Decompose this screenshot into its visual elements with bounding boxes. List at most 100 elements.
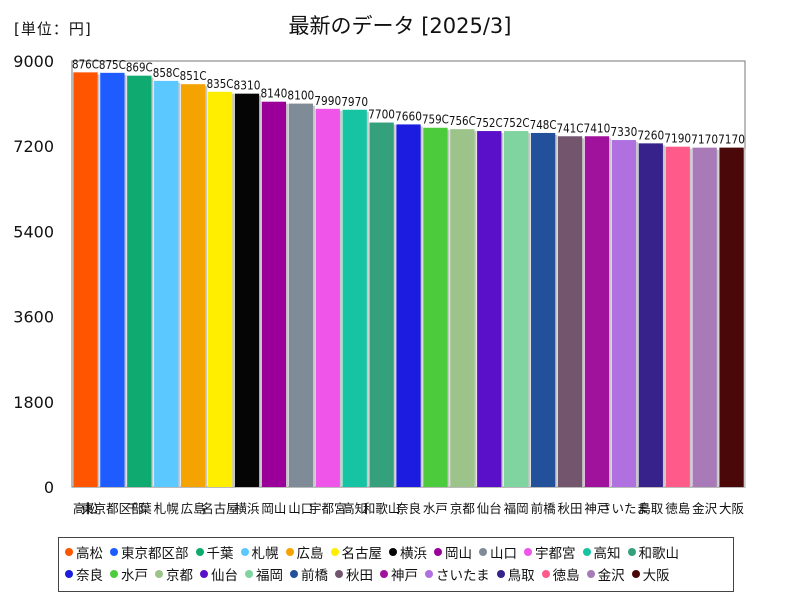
legend-label: 山口 (490, 546, 517, 562)
legend-swatch (479, 548, 487, 556)
legend: 高松 東京都区部 千葉 札幌 広島 名古屋 横浜 岡山 山口 宇都宮 高知 和歌山 奈良 水戸 京都 仙台 福… (58, 537, 734, 592)
category-label: 高松 (73, 501, 98, 516)
legend-swatch (200, 570, 208, 578)
category-label: 大阪 (719, 501, 745, 516)
legend-item: 京都 (155, 564, 193, 584)
category-label: 山口 (288, 501, 313, 516)
legend-label: 神戸 (391, 568, 418, 584)
category-label: 横浜 (234, 501, 259, 516)
legend-item: 水戸 (110, 564, 148, 584)
legend-swatch (425, 570, 433, 578)
y-tick-label: 0 (44, 478, 54, 497)
legend-swatch (290, 570, 298, 578)
legend-swatch (631, 570, 640, 578)
bar (234, 93, 260, 487)
unit-label: [単位：円] (14, 20, 92, 38)
value-label: 8310 (234, 79, 261, 93)
y-tick-label: 7200 (13, 137, 54, 156)
bar (638, 143, 663, 488)
category-label: 名古屋 (201, 501, 239, 516)
value-label: 7170 (718, 133, 745, 147)
category-label: さいたま (599, 501, 649, 516)
bar (584, 136, 610, 487)
legend-item: 千葉 (195, 542, 234, 562)
category-label: 水戸 (423, 501, 448, 516)
bar (665, 146, 690, 487)
legend-label: 金沢 (597, 568, 625, 584)
value-label: 752C (476, 116, 503, 130)
category-label: 福岡 (504, 501, 529, 516)
bar (207, 91, 233, 488)
legend-label: 仙台 (211, 568, 238, 584)
legend-item: 岡山 (434, 542, 472, 562)
bar (100, 72, 125, 487)
legend-label: 高松 (76, 546, 103, 562)
category-label: 和歌山 (363, 501, 401, 516)
bar (504, 131, 529, 487)
value-label: 752C (503, 116, 530, 130)
category-label: 岡山 (261, 501, 286, 516)
bar (557, 136, 583, 487)
category-label: 広島 (181, 501, 206, 516)
bar (180, 84, 206, 488)
bar (127, 75, 152, 487)
category-label: 金沢 (692, 501, 718, 516)
legend-item: 宇都宮 (524, 542, 576, 562)
bar (288, 103, 313, 487)
category-label: 前橋 (531, 501, 557, 516)
bar (611, 140, 637, 487)
legend-swatch (380, 570, 388, 578)
legend-label: 和歌山 (638, 546, 680, 562)
legend-label: 広島 (296, 546, 324, 562)
legend-row: 高松 東京都区部 千葉 札幌 広島 名古屋 横浜 岡山 山口 宇都宮 高知 和歌山 (65, 541, 727, 563)
value-label: 741C (557, 121, 584, 135)
legend-item: 高松 (65, 542, 103, 562)
legend-item: 前橋 (290, 564, 328, 584)
legend-item: 神戸 (380, 564, 418, 584)
legend-row: 奈良 水戸 京都 仙台 福岡 前橋 秋田 神戸 さいたま 鳥取 徳島 金沢 大阪 (65, 563, 727, 585)
value-label: 759C (422, 113, 449, 127)
legend-item: 金沢 (586, 564, 625, 584)
bar-chart-plot: 0 1800 3600 5400 7200 9000 876C 高松 875C 東京都区部 869C… (13, 52, 746, 516)
legend-item: 大阪 (631, 564, 670, 584)
category-label: 徳島 (665, 501, 690, 516)
legend-label: 高知 (593, 546, 621, 562)
category-label: 札幌 (154, 501, 180, 516)
legend-swatch (110, 548, 118, 556)
legend-label: 奈良 (76, 568, 103, 584)
legend-swatch (582, 548, 591, 556)
legend-swatch (245, 570, 253, 578)
legend-label: 千葉 (206, 546, 234, 562)
legend-swatch (330, 548, 339, 556)
legend-item: 和歌山 (627, 542, 680, 562)
legend-item: 福岡 (245, 564, 283, 584)
value-label: 869C (126, 61, 153, 75)
legend-swatch (524, 548, 532, 556)
legend-item: 横浜 (389, 542, 427, 562)
legend-label: 水戸 (121, 568, 148, 584)
bar (450, 129, 475, 487)
legend-swatch (195, 548, 204, 556)
legend-swatch (335, 570, 343, 578)
category-label: 仙台 (477, 501, 502, 516)
legend-swatch (65, 548, 73, 556)
legend-label: 大阪 (642, 568, 670, 584)
value-label: 7700 (368, 108, 395, 122)
legend-swatch (110, 570, 118, 578)
value-label: 876C (72, 57, 99, 71)
category-label: 京都 (450, 501, 476, 516)
legend-swatch (586, 570, 595, 578)
value-label: 7970 (341, 95, 368, 109)
legend-label: 名古屋 (341, 546, 383, 562)
chart-title: 最新のデータ [2025/3] (288, 14, 512, 38)
value-label: 7410 (583, 121, 610, 135)
value-label: 858C (153, 66, 180, 80)
legend-label: 秋田 (346, 568, 373, 584)
legend-item: 秋田 (335, 564, 373, 584)
legend-item: 名古屋 (330, 542, 383, 562)
bar (154, 80, 179, 487)
y-tick-label: 1800 (13, 393, 54, 412)
legend-item: 鳥取 (496, 564, 535, 584)
legend-swatch (389, 548, 397, 556)
legend-swatch (627, 548, 636, 556)
